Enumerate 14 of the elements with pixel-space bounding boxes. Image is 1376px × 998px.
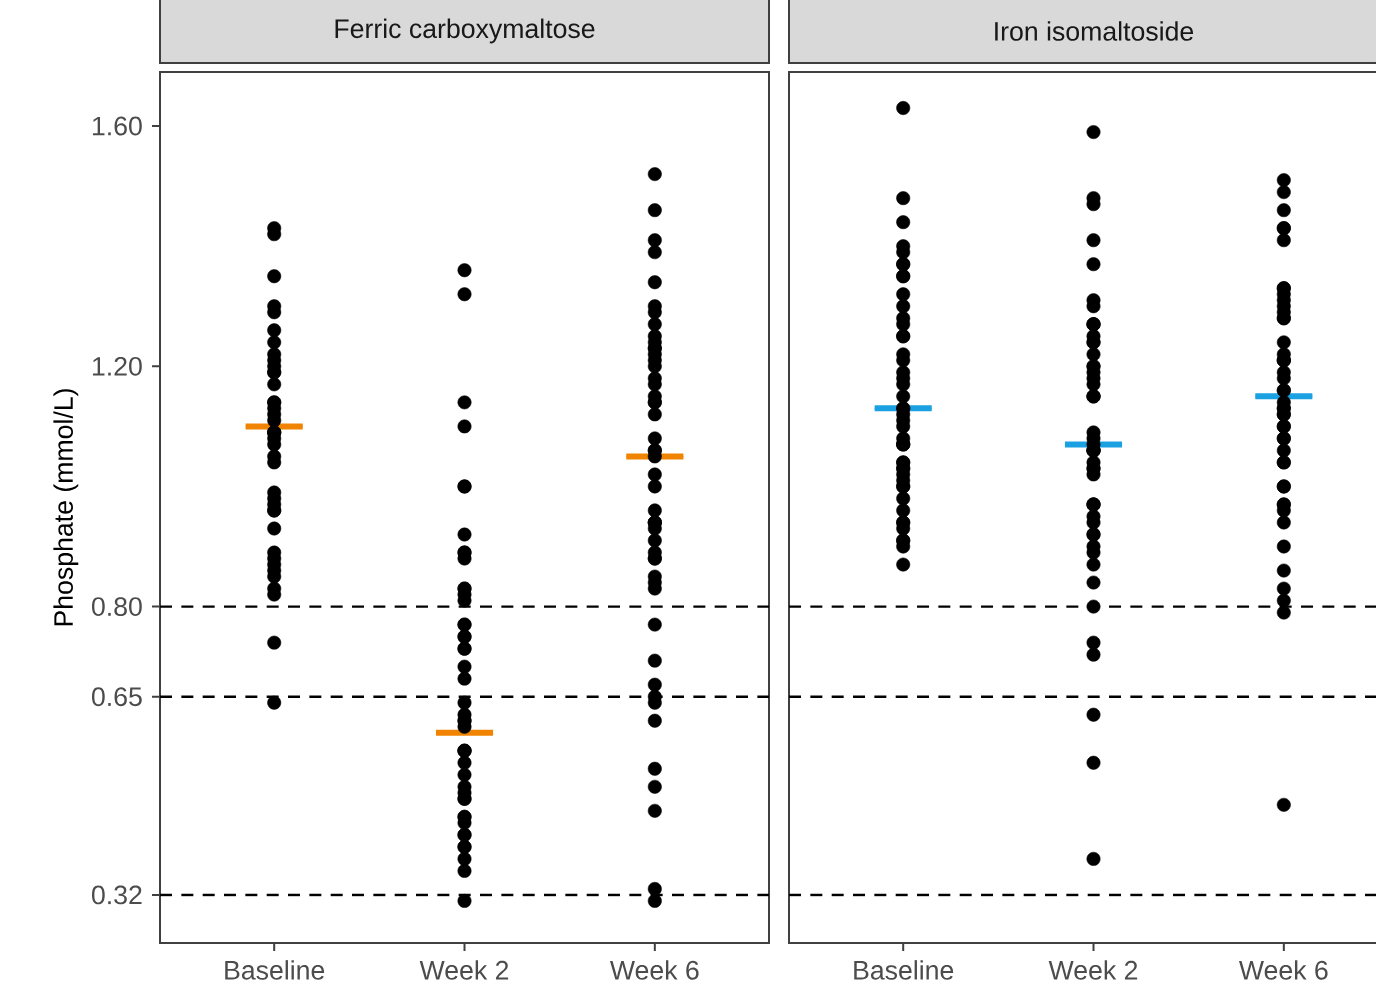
y-tick-label: 1.60 — [92, 116, 142, 136]
x-tick-label: Week 2 — [419, 960, 509, 980]
x-tick-label: Week 6 — [1238, 960, 1328, 980]
chart-title: Iron isomaltoside — [995, 21, 1194, 41]
x-tick-label: Baseline — [854, 960, 954, 980]
x-tick-label: Week 6 — [609, 960, 699, 980]
chart-title: Ferric carboxymaltose — [335, 18, 595, 44]
x-tick-label: Week 2 — [1048, 960, 1138, 980]
y-tick-label: 1.20 — [92, 356, 142, 376]
y-tick-label: 0.80 — [92, 597, 142, 617]
x-tick-label: Baseline — [225, 960, 325, 980]
y-tick-label: 0.32 — [92, 885, 142, 905]
y-tick-label: 0.65 — [92, 687, 142, 707]
y-axis-title: Phosphate (mmol/L) — [53, 389, 79, 626]
